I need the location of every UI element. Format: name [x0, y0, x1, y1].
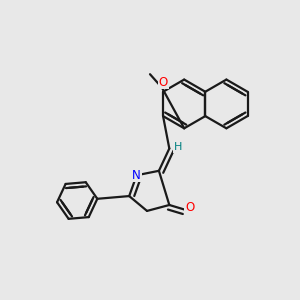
Text: O: O — [185, 202, 194, 214]
Text: O: O — [159, 76, 168, 89]
Text: H: H — [174, 142, 182, 152]
Text: N: N — [132, 169, 141, 182]
